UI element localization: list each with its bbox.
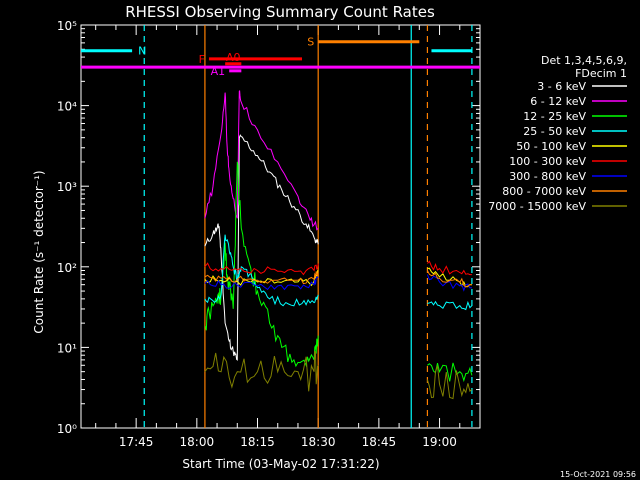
plot-area: 10⁰ 10¹ 10² 10³ 10⁴ 10⁵ 17:45 18:00 18:15 18:30 18… bbox=[57, 19, 481, 449]
legend-label: 12 - 25 keV bbox=[523, 110, 586, 123]
y-tick-label: 10² bbox=[57, 261, 77, 275]
series-path bbox=[204, 350, 473, 400]
x-tick-label: 19:00 bbox=[422, 435, 457, 449]
series-line-3 bbox=[204, 234, 473, 311]
status-label-n: N bbox=[138, 45, 146, 58]
legend-label: 300 - 800 keV bbox=[509, 170, 586, 183]
series-line-0 bbox=[204, 134, 319, 361]
status-label-f: F bbox=[199, 53, 205, 66]
legend-label: 50 - 100 keV bbox=[516, 140, 586, 153]
series-path bbox=[204, 161, 473, 383]
legend-label: 100 - 300 keV bbox=[509, 155, 586, 168]
series-line-2 bbox=[204, 161, 473, 383]
series-path bbox=[204, 90, 319, 231]
series-line-6 bbox=[204, 274, 472, 292]
legend-label: 800 - 7000 keV bbox=[502, 185, 586, 198]
status-label-a1: A1 bbox=[211, 65, 226, 78]
series-line-8 bbox=[204, 350, 473, 400]
y-axis-title: Count Rate (s⁻¹ detector⁻¹) bbox=[32, 170, 46, 333]
series-path bbox=[204, 267, 472, 288]
y-tick-label: 10⁰ bbox=[57, 422, 77, 436]
series-path bbox=[204, 260, 472, 276]
y-tick-label: 10⁵ bbox=[57, 19, 77, 33]
footer-date: 15-Oct-2021 09:56 bbox=[560, 470, 636, 479]
series-path bbox=[204, 270, 472, 288]
status-label-s: S bbox=[307, 36, 314, 49]
y-tick-label: 10⁴ bbox=[57, 100, 77, 114]
chart-title: RHESSI Observing Summary Count Rates bbox=[125, 3, 435, 21]
legend-label: 6 - 12 keV bbox=[530, 95, 586, 108]
x-tick-label: 18:15 bbox=[240, 435, 275, 449]
y-tick-label: 10³ bbox=[57, 180, 77, 194]
series-path bbox=[204, 134, 319, 361]
series-line-5 bbox=[204, 260, 472, 276]
x-tick-label: 18:45 bbox=[362, 435, 397, 449]
legend-title-line: Det 1,3,4,5,6,9, bbox=[541, 54, 627, 67]
series-line-7 bbox=[204, 270, 472, 288]
x-tick-label: 18:30 bbox=[301, 435, 336, 449]
series-line-4 bbox=[204, 267, 472, 288]
legend-label: 7000 - 15000 keV bbox=[488, 200, 586, 213]
legend-title-line: FDecim 1 bbox=[575, 67, 627, 80]
series-path bbox=[204, 274, 472, 292]
legend: Det 1,3,4,5,6,9,FDecim 13 - 6 keV 6 - 12 … bbox=[488, 54, 627, 213]
x-tick-label: 18:00 bbox=[180, 435, 215, 449]
x-tick-label: 17:45 bbox=[119, 435, 154, 449]
legend-label: 25 - 50 keV bbox=[523, 125, 586, 138]
series-line-1 bbox=[204, 90, 319, 231]
x-axis-title: Start Time (03-May-02 17:31:22) bbox=[182, 457, 379, 471]
legend-label: 3 - 6 keV bbox=[537, 80, 586, 93]
plot-frame bbox=[80, 24, 481, 429]
series-path bbox=[204, 234, 473, 311]
y-tick-label: 10¹ bbox=[57, 341, 77, 355]
status-label-a0: A0 bbox=[226, 51, 241, 64]
